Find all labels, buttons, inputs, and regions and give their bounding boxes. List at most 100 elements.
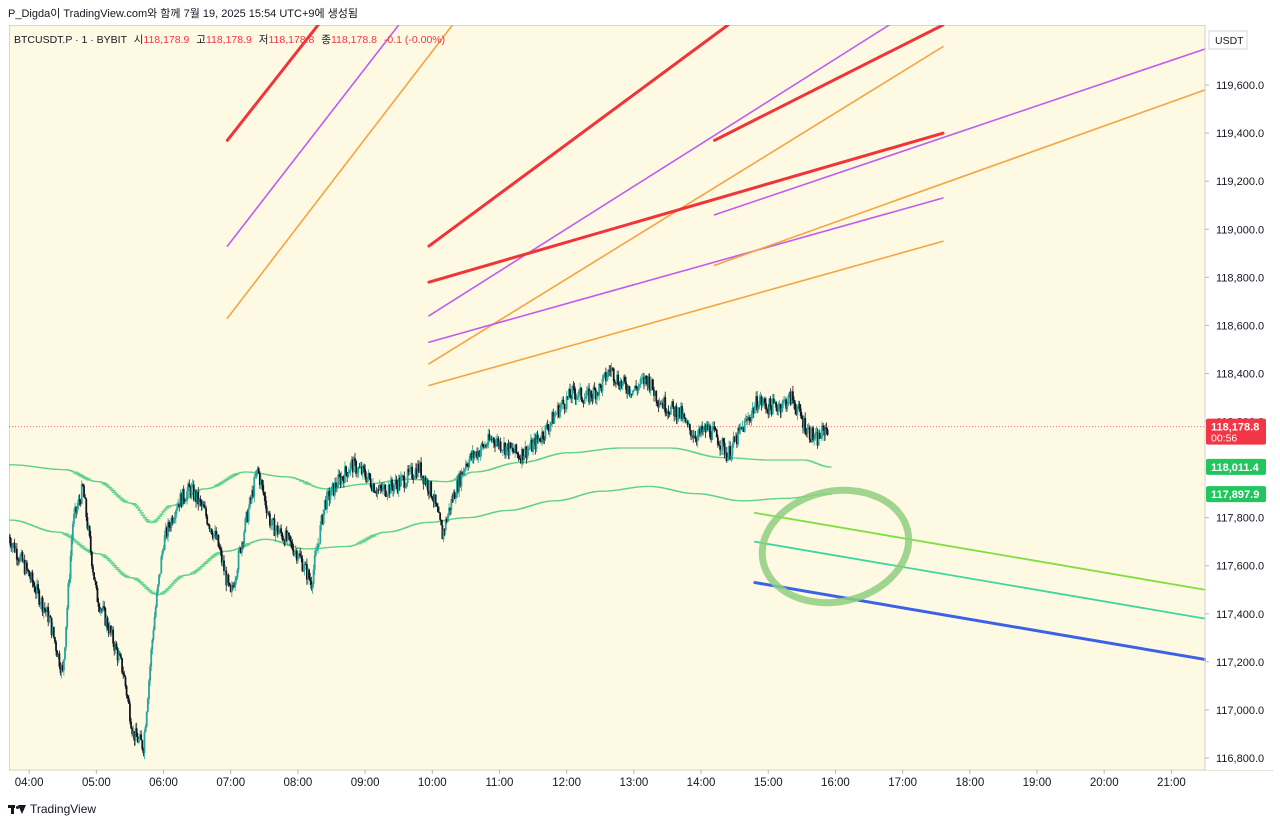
- candle-body: [264, 496, 267, 506]
- candle-body: [419, 462, 421, 472]
- candle-body: [134, 728, 137, 741]
- candle-body: [498, 441, 501, 447]
- candle-body: [323, 499, 326, 510]
- candle-body: [270, 525, 272, 527]
- candle-body: [273, 518, 276, 537]
- candle-body: [356, 472, 359, 474]
- candle-body: [806, 428, 809, 434]
- candle-body: [772, 398, 775, 403]
- candle-body: [12, 542, 15, 545]
- candle-body: [366, 477, 369, 482]
- candle-body: [656, 401, 659, 404]
- candle-body: [34, 591, 37, 594]
- x-tick-label: 12:00: [552, 777, 581, 789]
- candle-body: [348, 471, 351, 474]
- candle-body: [484, 444, 486, 448]
- candle-body: [165, 527, 168, 537]
- candle-body: [171, 517, 174, 523]
- candle-body: [763, 398, 766, 404]
- candle-body: [814, 432, 817, 439]
- candle-body: [550, 421, 552, 426]
- candle-body: [173, 517, 176, 520]
- y-tick-label: 117,400.0: [1216, 609, 1264, 621]
- candle-body: [138, 738, 140, 743]
- candle-body: [712, 426, 715, 428]
- candle-body: [816, 432, 819, 446]
- x-tick-label: 20:00: [1090, 777, 1119, 789]
- candle-body: [718, 444, 720, 446]
- trend-line-red: [427, 25, 730, 248]
- symbol-name[interactable]: BTCUSDT.P · 1 · BYBIT: [14, 34, 127, 46]
- candle-body: [781, 400, 784, 409]
- candle-body: [431, 496, 434, 500]
- candle-body: [199, 498, 202, 502]
- candle-body: [95, 581, 98, 588]
- candle-body: [236, 569, 239, 578]
- candle-body: [297, 557, 299, 561]
- candle-body: [785, 399, 788, 409]
- candle-body: [635, 385, 638, 389]
- candle-body: [73, 513, 75, 524]
- candle-body: [262, 484, 265, 493]
- candle-body: [263, 492, 266, 497]
- candle-body: [811, 427, 813, 442]
- candle-body: [242, 542, 244, 544]
- candle-body: [84, 497, 87, 499]
- candle-body: [454, 497, 457, 499]
- candle-body: [318, 543, 321, 545]
- candle-body: [326, 491, 328, 510]
- candle-body: [676, 417, 679, 421]
- candle-body: [374, 492, 377, 494]
- candle-body: [162, 549, 165, 552]
- candle-body: [422, 475, 425, 484]
- candle-body: [652, 379, 654, 390]
- candle-body: [719, 445, 722, 450]
- candle-body: [453, 492, 456, 499]
- candle-body: [565, 396, 568, 410]
- trend-line-red: [427, 131, 945, 284]
- candle-body: [479, 450, 482, 457]
- candle-body: [281, 533, 284, 540]
- candle-body: [447, 514, 449, 522]
- candle-body: [472, 451, 475, 458]
- candle-body: [555, 413, 558, 415]
- candle-body: [178, 503, 181, 508]
- candle-body: [509, 442, 512, 448]
- y-tick-label: 117,600.0: [1216, 561, 1264, 573]
- candle-body: [410, 466, 412, 469]
- candle-body: [606, 376, 608, 381]
- candle-body: [219, 548, 222, 551]
- candle-body: [433, 494, 436, 502]
- candle-body: [504, 442, 506, 456]
- candle-body: [587, 388, 589, 391]
- open-label: 시: [133, 34, 144, 46]
- candle-body: [703, 425, 706, 429]
- candle-body: [135, 728, 138, 737]
- candle-body: [149, 666, 152, 681]
- candle-body: [423, 477, 426, 484]
- candle-body: [49, 615, 52, 618]
- candle-body: [23, 560, 26, 574]
- y-tick-label: 117,800.0: [1216, 513, 1264, 525]
- x-tick-label: 10:00: [418, 777, 447, 789]
- price-chart[interactable]: USDT 116,800.0 117,000.0 117,200.0 117,400.0…: [9, 25, 1273, 795]
- candle-body: [37, 584, 40, 591]
- candle-body: [188, 483, 191, 488]
- candle-body: [235, 577, 238, 581]
- candle-body: [574, 393, 577, 400]
- candle-body: [241, 542, 243, 553]
- candle-body: [808, 427, 811, 440]
- candle-body: [721, 438, 724, 450]
- footer-brand[interactable]: TradingView: [8, 802, 96, 816]
- candle-body: [559, 407, 561, 417]
- candle-body: [123, 674, 126, 677]
- candle-body: [321, 515, 324, 524]
- candle-body: [488, 434, 491, 440]
- candle-body: [459, 473, 462, 486]
- candle-body: [197, 492, 200, 505]
- candle-body: [554, 414, 557, 416]
- candle-body: [517, 454, 520, 459]
- candle-body: [688, 424, 691, 431]
- candle-body: [525, 446, 528, 459]
- candle-body: [257, 468, 260, 474]
